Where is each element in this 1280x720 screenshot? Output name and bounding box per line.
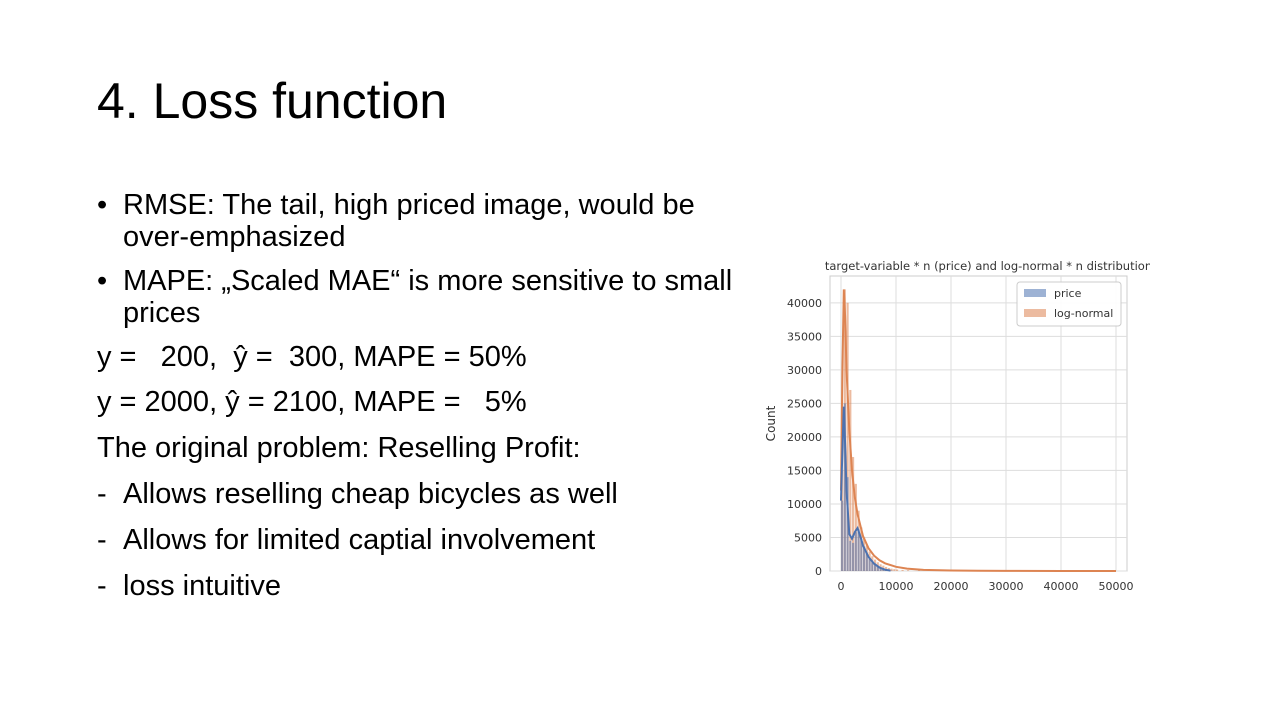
- histogram-bar: [893, 569, 896, 571]
- x-tick-label: 30000: [989, 580, 1024, 593]
- y-axis-label: Count: [764, 405, 778, 441]
- dash-text: Allows for limited captial involvement: [123, 524, 596, 557]
- histogram-bar: [849, 540, 852, 571]
- dash-marker: -: [97, 570, 107, 603]
- legend-label: price: [1054, 287, 1082, 300]
- histogram-bar: [882, 569, 885, 571]
- histogram-bar: [874, 564, 877, 571]
- example-line-2: y = 2000, ŷ = 2100, MAPE = 5%: [97, 386, 527, 419]
- histogram-bar: [868, 558, 871, 571]
- x-tick-label: 10000: [879, 580, 914, 593]
- dash-item-cheap: - Allows reselling cheap bicycles as wel…: [97, 478, 757, 511]
- histogram-bar: [879, 568, 882, 571]
- histogram-bar: [841, 500, 844, 571]
- histogram-bar: [896, 569, 899, 571]
- kde-line: [840, 406, 891, 572]
- x-tick-label: 0: [838, 580, 845, 593]
- y-tick-label: 40000: [787, 297, 822, 310]
- x-tick-label: 50000: [1099, 580, 1134, 593]
- histogram-bar: [846, 477, 849, 571]
- y-tick-label: 30000: [787, 364, 822, 377]
- histogram-chart: target-variable * n (price) and log-norm…: [755, 255, 1152, 600]
- bullet-marker: •: [97, 189, 108, 221]
- chart-title: target-variable * n (price) and log-norm…: [825, 259, 1150, 273]
- histogram-bar: [918, 570, 921, 571]
- histogram-bar: [854, 532, 857, 571]
- slide-content: • RMSE: The tail, high priced image, wou…: [97, 189, 757, 617]
- histogram-bar: [857, 529, 860, 571]
- x-tick-label: 40000: [1044, 580, 1079, 593]
- dash-marker: -: [97, 478, 107, 511]
- histogram-bar: [843, 403, 846, 571]
- histogram-bar: [846, 302, 849, 571]
- slide-title: 4. Loss function: [97, 73, 448, 129]
- histogram-bar: [907, 570, 910, 571]
- bullet-text: MAPE: „Scaled MAE“ is more sensitive to …: [123, 264, 733, 329]
- kde-line: [840, 289, 1116, 572]
- histogram-bar: [849, 389, 852, 571]
- y-tick-label: 15000: [787, 464, 822, 477]
- dash-item-loss: - loss intuitive: [97, 570, 757, 603]
- histogram-bar: [871, 562, 874, 571]
- x-tick-label: 20000: [934, 580, 969, 593]
- dash-marker: -: [97, 524, 107, 557]
- histogram-bar: [901, 569, 904, 571]
- histogram-bar: [852, 542, 855, 571]
- dash-item-capital: - Allows for limited captial involvement: [97, 524, 757, 557]
- histogram-bar: [860, 538, 863, 571]
- dash-text: loss intuitive: [123, 570, 281, 603]
- example-line-1: y = 200, ŷ = 300, MAPE = 50%: [97, 340, 527, 373]
- histogram-svg: target-variable * n (price) and log-norm…: [764, 259, 1152, 593]
- dash-text: Allows reselling cheap bicycles as well: [123, 478, 618, 511]
- bullet-text: RMSE: The tail, high priced image, would…: [123, 189, 695, 253]
- bullet-rmse: • RMSE: The tail, high priced image, wou…: [97, 189, 757, 254]
- histogram-bar: [890, 568, 893, 571]
- histogram-bar: [876, 566, 879, 571]
- y-tick-label: 35000: [787, 330, 822, 343]
- y-tick-label: 0: [815, 565, 822, 578]
- histogram-bar: [852, 457, 855, 571]
- legend-label: log-normal: [1054, 307, 1113, 320]
- y-tick-label: 20000: [787, 431, 822, 444]
- bullet-marker: •: [97, 264, 108, 297]
- problem-line: The original problem: Reselling Profit:: [97, 432, 581, 465]
- bullet-mape: • MAPE: „Scaled MAE“ is more sensitive t…: [97, 264, 757, 330]
- histogram-bar: [865, 553, 868, 571]
- histogram-bar: [854, 483, 857, 571]
- y-tick-label: 10000: [787, 498, 822, 511]
- legend-swatch: [1024, 309, 1046, 317]
- y-tick-label: 5000: [794, 531, 822, 544]
- y-tick-label: 25000: [787, 397, 822, 410]
- histogram-bar: [863, 546, 866, 571]
- legend-swatch: [1024, 289, 1046, 297]
